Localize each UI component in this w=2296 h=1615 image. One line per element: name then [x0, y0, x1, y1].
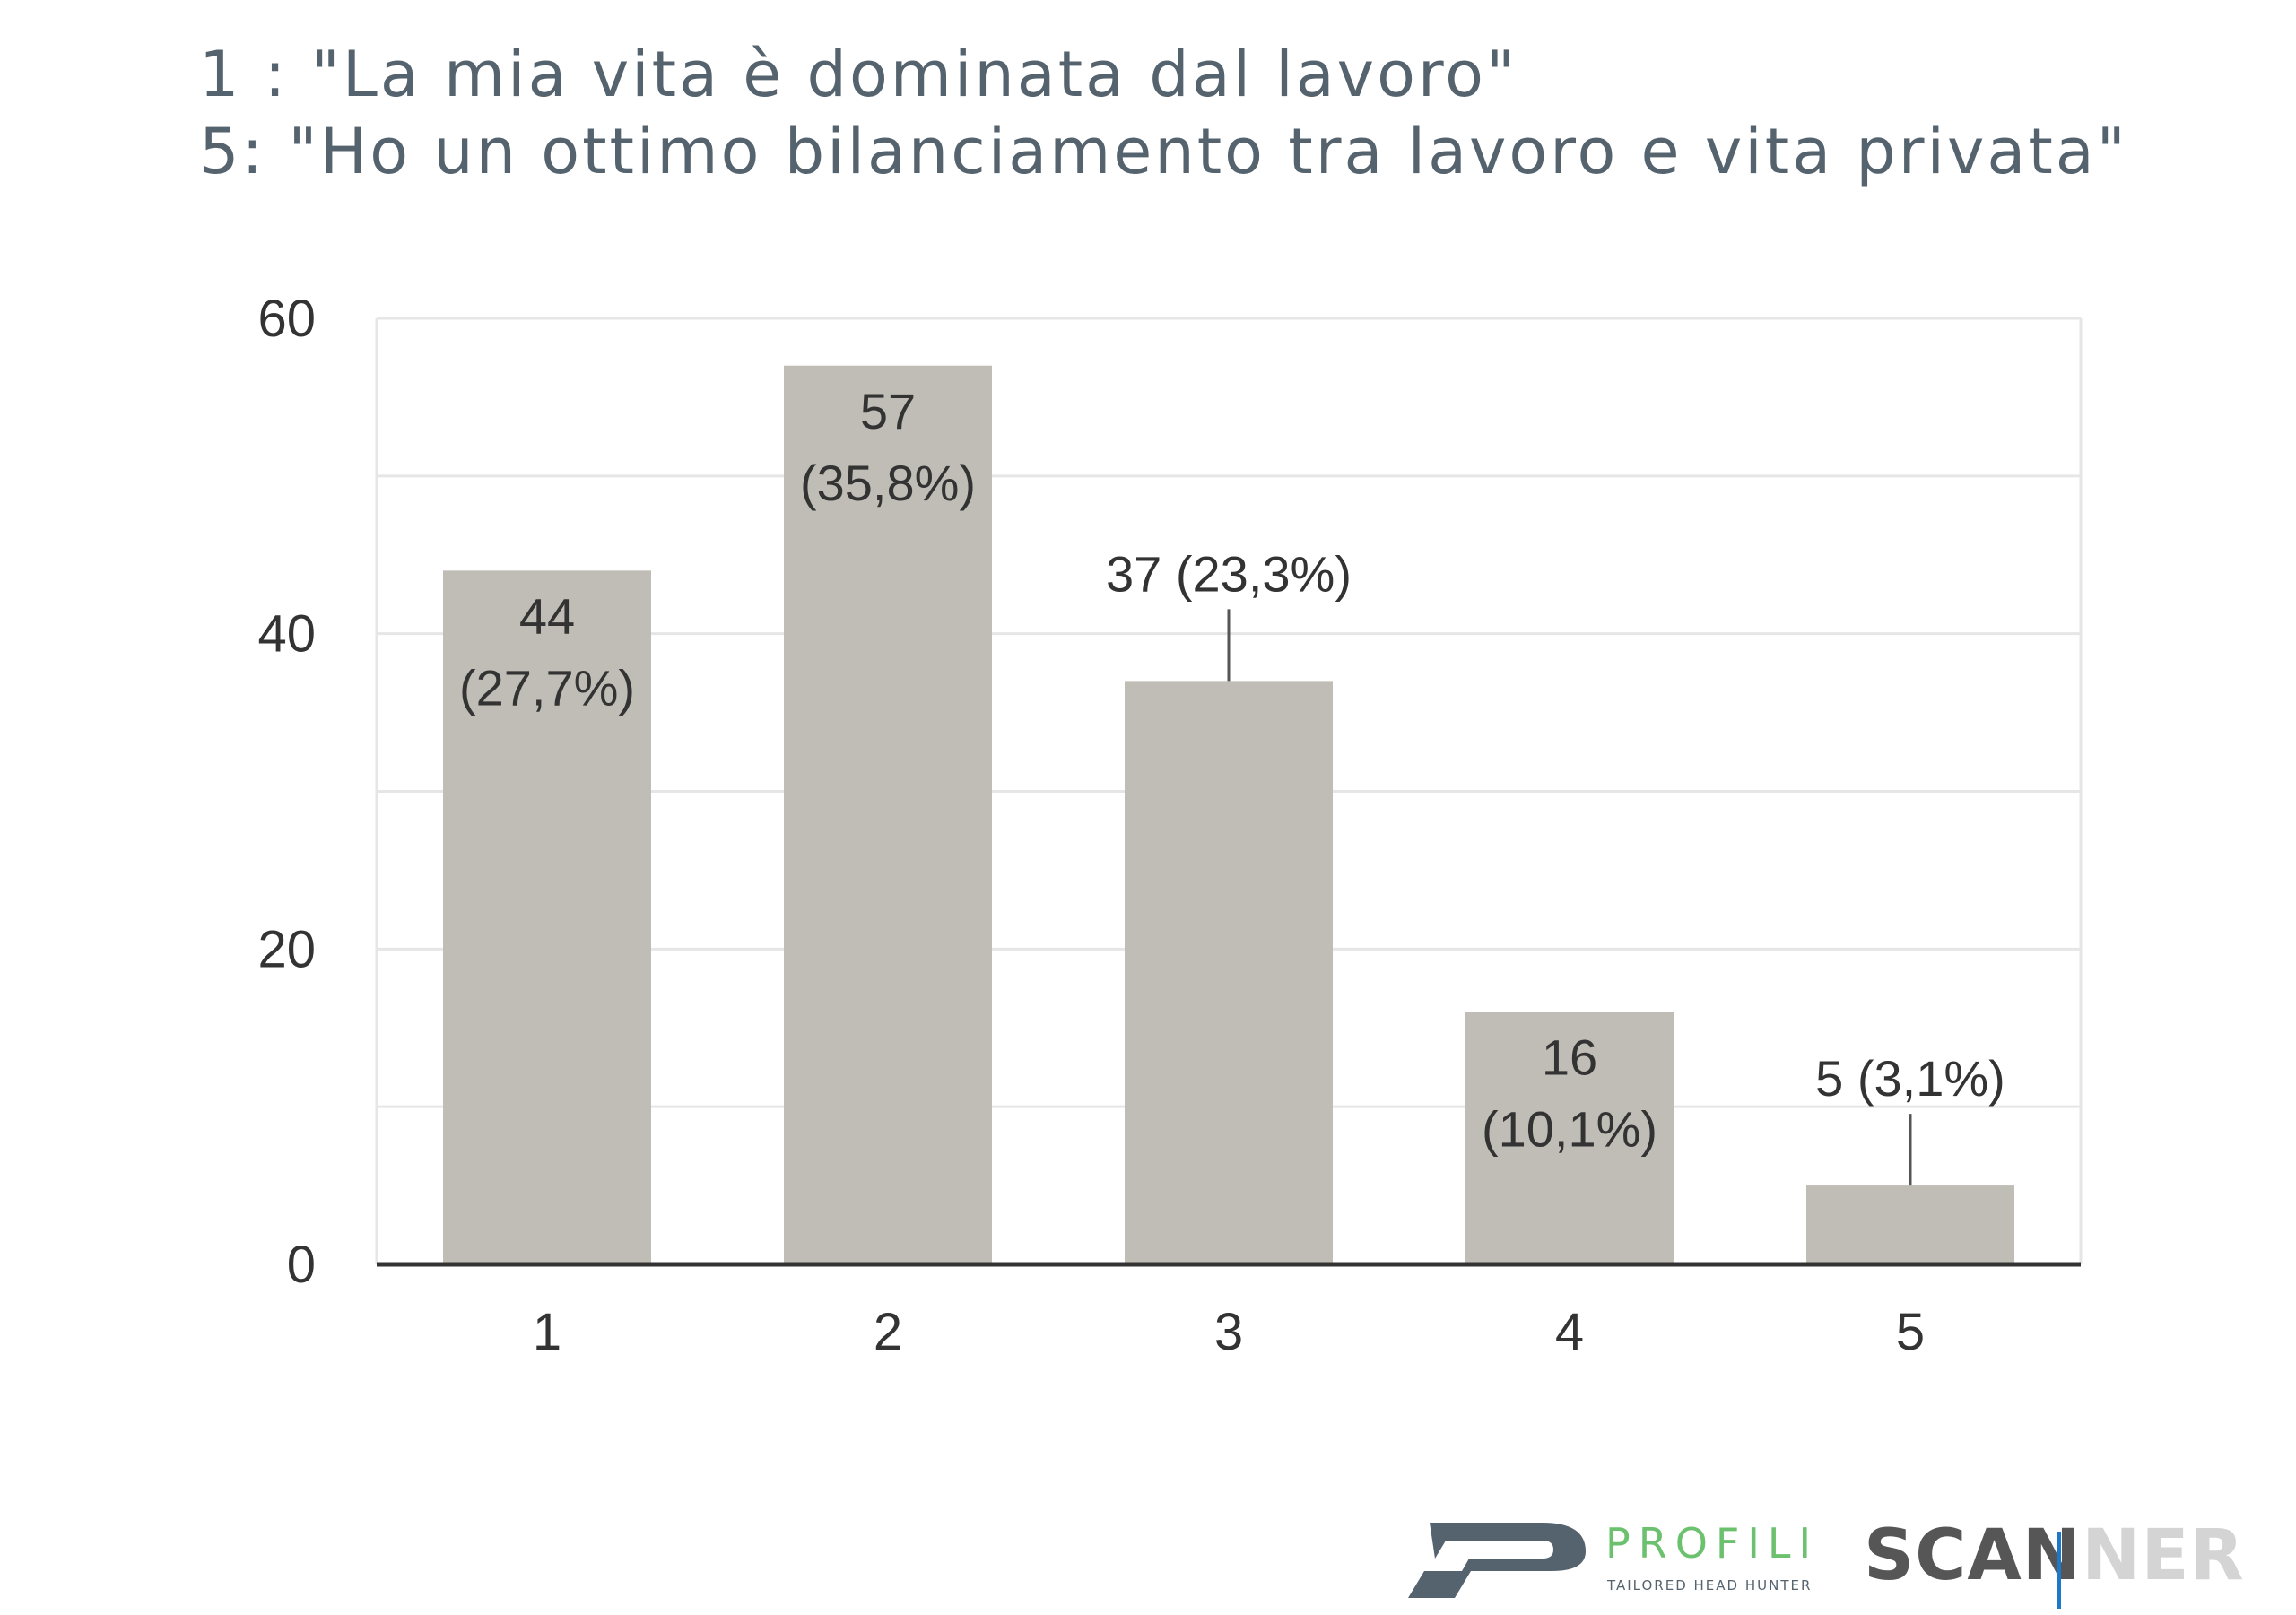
scanner-wordmark-dark: SCAN — [1864, 1515, 2083, 1596]
profili-logo-icon — [1408, 1523, 1586, 1598]
title-line-1: 1 : "La mia vita è dominata dal lavoro" — [199, 38, 1518, 111]
x-tick-label: 5 — [1896, 1303, 1925, 1361]
data-label: 37 (23,3%) — [1106, 545, 1352, 602]
title-line-2: 5: "Ho un ottimo bilanciamento tra lavor… — [199, 115, 2128, 188]
y-tick-label: 40 — [257, 605, 316, 664]
profili-tagline: TAILORED HEAD HUNTER — [1607, 1577, 1813, 1593]
x-tick-label: 1 — [533, 1303, 561, 1361]
y-tick-label: 0 — [287, 1236, 316, 1294]
bar — [784, 365, 992, 1264]
data-label: 57 — [860, 383, 916, 439]
data-label: 44 — [519, 587, 575, 644]
data-label: 5 (3,1%) — [1815, 1050, 2005, 1107]
x-tick-label: 4 — [1555, 1303, 1584, 1361]
profili-wordmark: PROFILI — [1605, 1519, 1820, 1567]
axis-ticks: 0 20 40 60 1 2 3 4 5 — [257, 290, 2081, 1361]
scanner-cursor-bar — [2057, 1532, 2061, 1609]
bars — [443, 365, 2014, 1264]
y-tick-label: 20 — [257, 920, 316, 978]
data-label: (35,8%) — [800, 455, 976, 511]
bar — [1806, 1185, 2014, 1264]
data-label: (27,7%) — [459, 659, 635, 716]
data-labels: 44 (27,7%) 57 (35,8%) 37 (23,3%) 16 (10,1%) 5 (… — [459, 383, 2005, 1186]
scanner-wordmark-light: NER — [2082, 1515, 2245, 1596]
y-tick-label: 60 — [257, 290, 316, 348]
bar — [1125, 681, 1333, 1264]
data-label: (10,1%) — [1482, 1101, 1657, 1158]
chart-title: 1 : "La mia vita è dominata dal lavoro" … — [199, 36, 2262, 190]
x-tick-label: 3 — [1214, 1303, 1243, 1361]
x-tick-label: 2 — [874, 1303, 902, 1361]
scanner-logo: SCANNER — [1864, 1515, 2245, 1596]
data-label: 16 — [1542, 1029, 1597, 1086]
bar — [443, 570, 651, 1264]
bar — [1465, 1012, 1674, 1264]
branding: PROFILI TAILORED HEAD HUNTER SCANNER — [1408, 1515, 2251, 1614]
